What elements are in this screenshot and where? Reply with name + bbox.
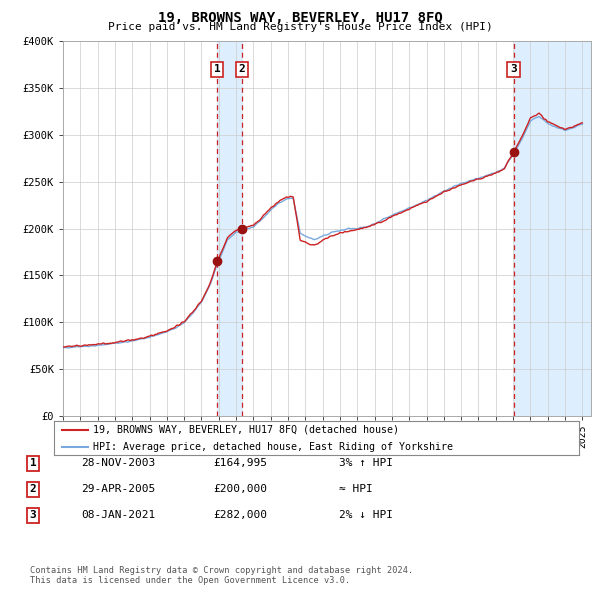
Text: 3% ↑ HPI: 3% ↑ HPI <box>339 458 393 468</box>
Bar <box>514 41 591 416</box>
Text: HPI: Average price, detached house, East Riding of Yorkshire: HPI: Average price, detached house, East… <box>94 442 454 452</box>
Text: 2: 2 <box>29 484 37 494</box>
Text: 2% ↓ HPI: 2% ↓ HPI <box>339 510 393 520</box>
Text: Price paid vs. HM Land Registry's House Price Index (HPI): Price paid vs. HM Land Registry's House … <box>107 22 493 32</box>
Text: 1: 1 <box>214 64 221 74</box>
Text: 3: 3 <box>510 64 517 74</box>
Text: 3: 3 <box>29 510 37 520</box>
Text: ≈ HPI: ≈ HPI <box>339 484 373 494</box>
Text: 29-APR-2005: 29-APR-2005 <box>81 484 155 494</box>
Text: 28-NOV-2003: 28-NOV-2003 <box>81 458 155 468</box>
Text: 2: 2 <box>238 64 245 74</box>
Text: £282,000: £282,000 <box>213 510 267 520</box>
Text: 19, BROWNS WAY, BEVERLEY, HU17 8FQ: 19, BROWNS WAY, BEVERLEY, HU17 8FQ <box>158 11 442 25</box>
Text: £164,995: £164,995 <box>213 458 267 468</box>
Bar <box>217 41 242 416</box>
Text: 08-JAN-2021: 08-JAN-2021 <box>81 510 155 520</box>
Text: Contains HM Land Registry data © Crown copyright and database right 2024.
This d: Contains HM Land Registry data © Crown c… <box>30 566 413 585</box>
Text: 19, BROWNS WAY, BEVERLEY, HU17 8FQ (detached house): 19, BROWNS WAY, BEVERLEY, HU17 8FQ (deta… <box>94 425 400 435</box>
Text: 1: 1 <box>29 458 37 468</box>
Text: £200,000: £200,000 <box>213 484 267 494</box>
